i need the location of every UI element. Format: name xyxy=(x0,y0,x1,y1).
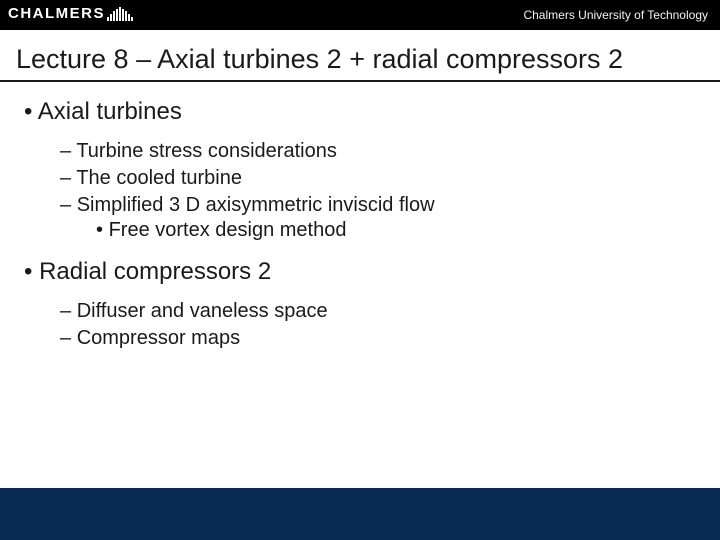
bullet-lvl1: Radial compressors 2 Diffuser and vanele… xyxy=(24,258,696,350)
slide-body: Axial turbines Turbine stress considerat… xyxy=(24,98,696,366)
title-underline xyxy=(0,80,720,82)
logo-bars-icon xyxy=(107,7,133,21)
footer-bar xyxy=(0,488,720,540)
bullet-text: Axial turbines xyxy=(38,98,182,125)
bullet-text: Diffuser and vaneless space xyxy=(77,300,328,322)
bullet-text: Simplified 3 D axisymmetric inviscid flo… xyxy=(77,194,435,216)
chalmers-logo: CHALMERS xyxy=(8,5,135,22)
bullet-text: The cooled turbine xyxy=(76,167,242,189)
slide-title: Lecture 8 – Axial turbines 2 + radial co… xyxy=(16,44,704,75)
logo-text: CHALMERS xyxy=(8,5,105,22)
slide: CHALMERS Chalmers University of Technolo… xyxy=(0,0,720,540)
topbar: CHALMERS Chalmers University of Technolo… xyxy=(0,0,720,30)
bullet-text: Free vortex design method xyxy=(109,219,347,241)
bullet-lvl3: Free vortex design method xyxy=(96,219,696,242)
bullet-lvl2: Simplified 3 D axisymmetric inviscid flo… xyxy=(60,194,696,242)
bullet-lvl1: Axial turbines Turbine stress considerat… xyxy=(24,98,696,242)
bullet-lvl2: Compressor maps xyxy=(60,327,696,350)
university-name: Chalmers University of Technology xyxy=(523,8,708,22)
bullet-text: Radial compressors 2 xyxy=(39,258,271,285)
bullet-text: Compressor maps xyxy=(77,327,240,349)
bullet-lvl2: The cooled turbine xyxy=(60,167,696,190)
bullet-lvl2: Diffuser and vaneless space xyxy=(60,300,696,323)
bullet-text: Turbine stress considerations xyxy=(76,140,337,162)
bullet-lvl2: Turbine stress considerations xyxy=(60,140,696,163)
